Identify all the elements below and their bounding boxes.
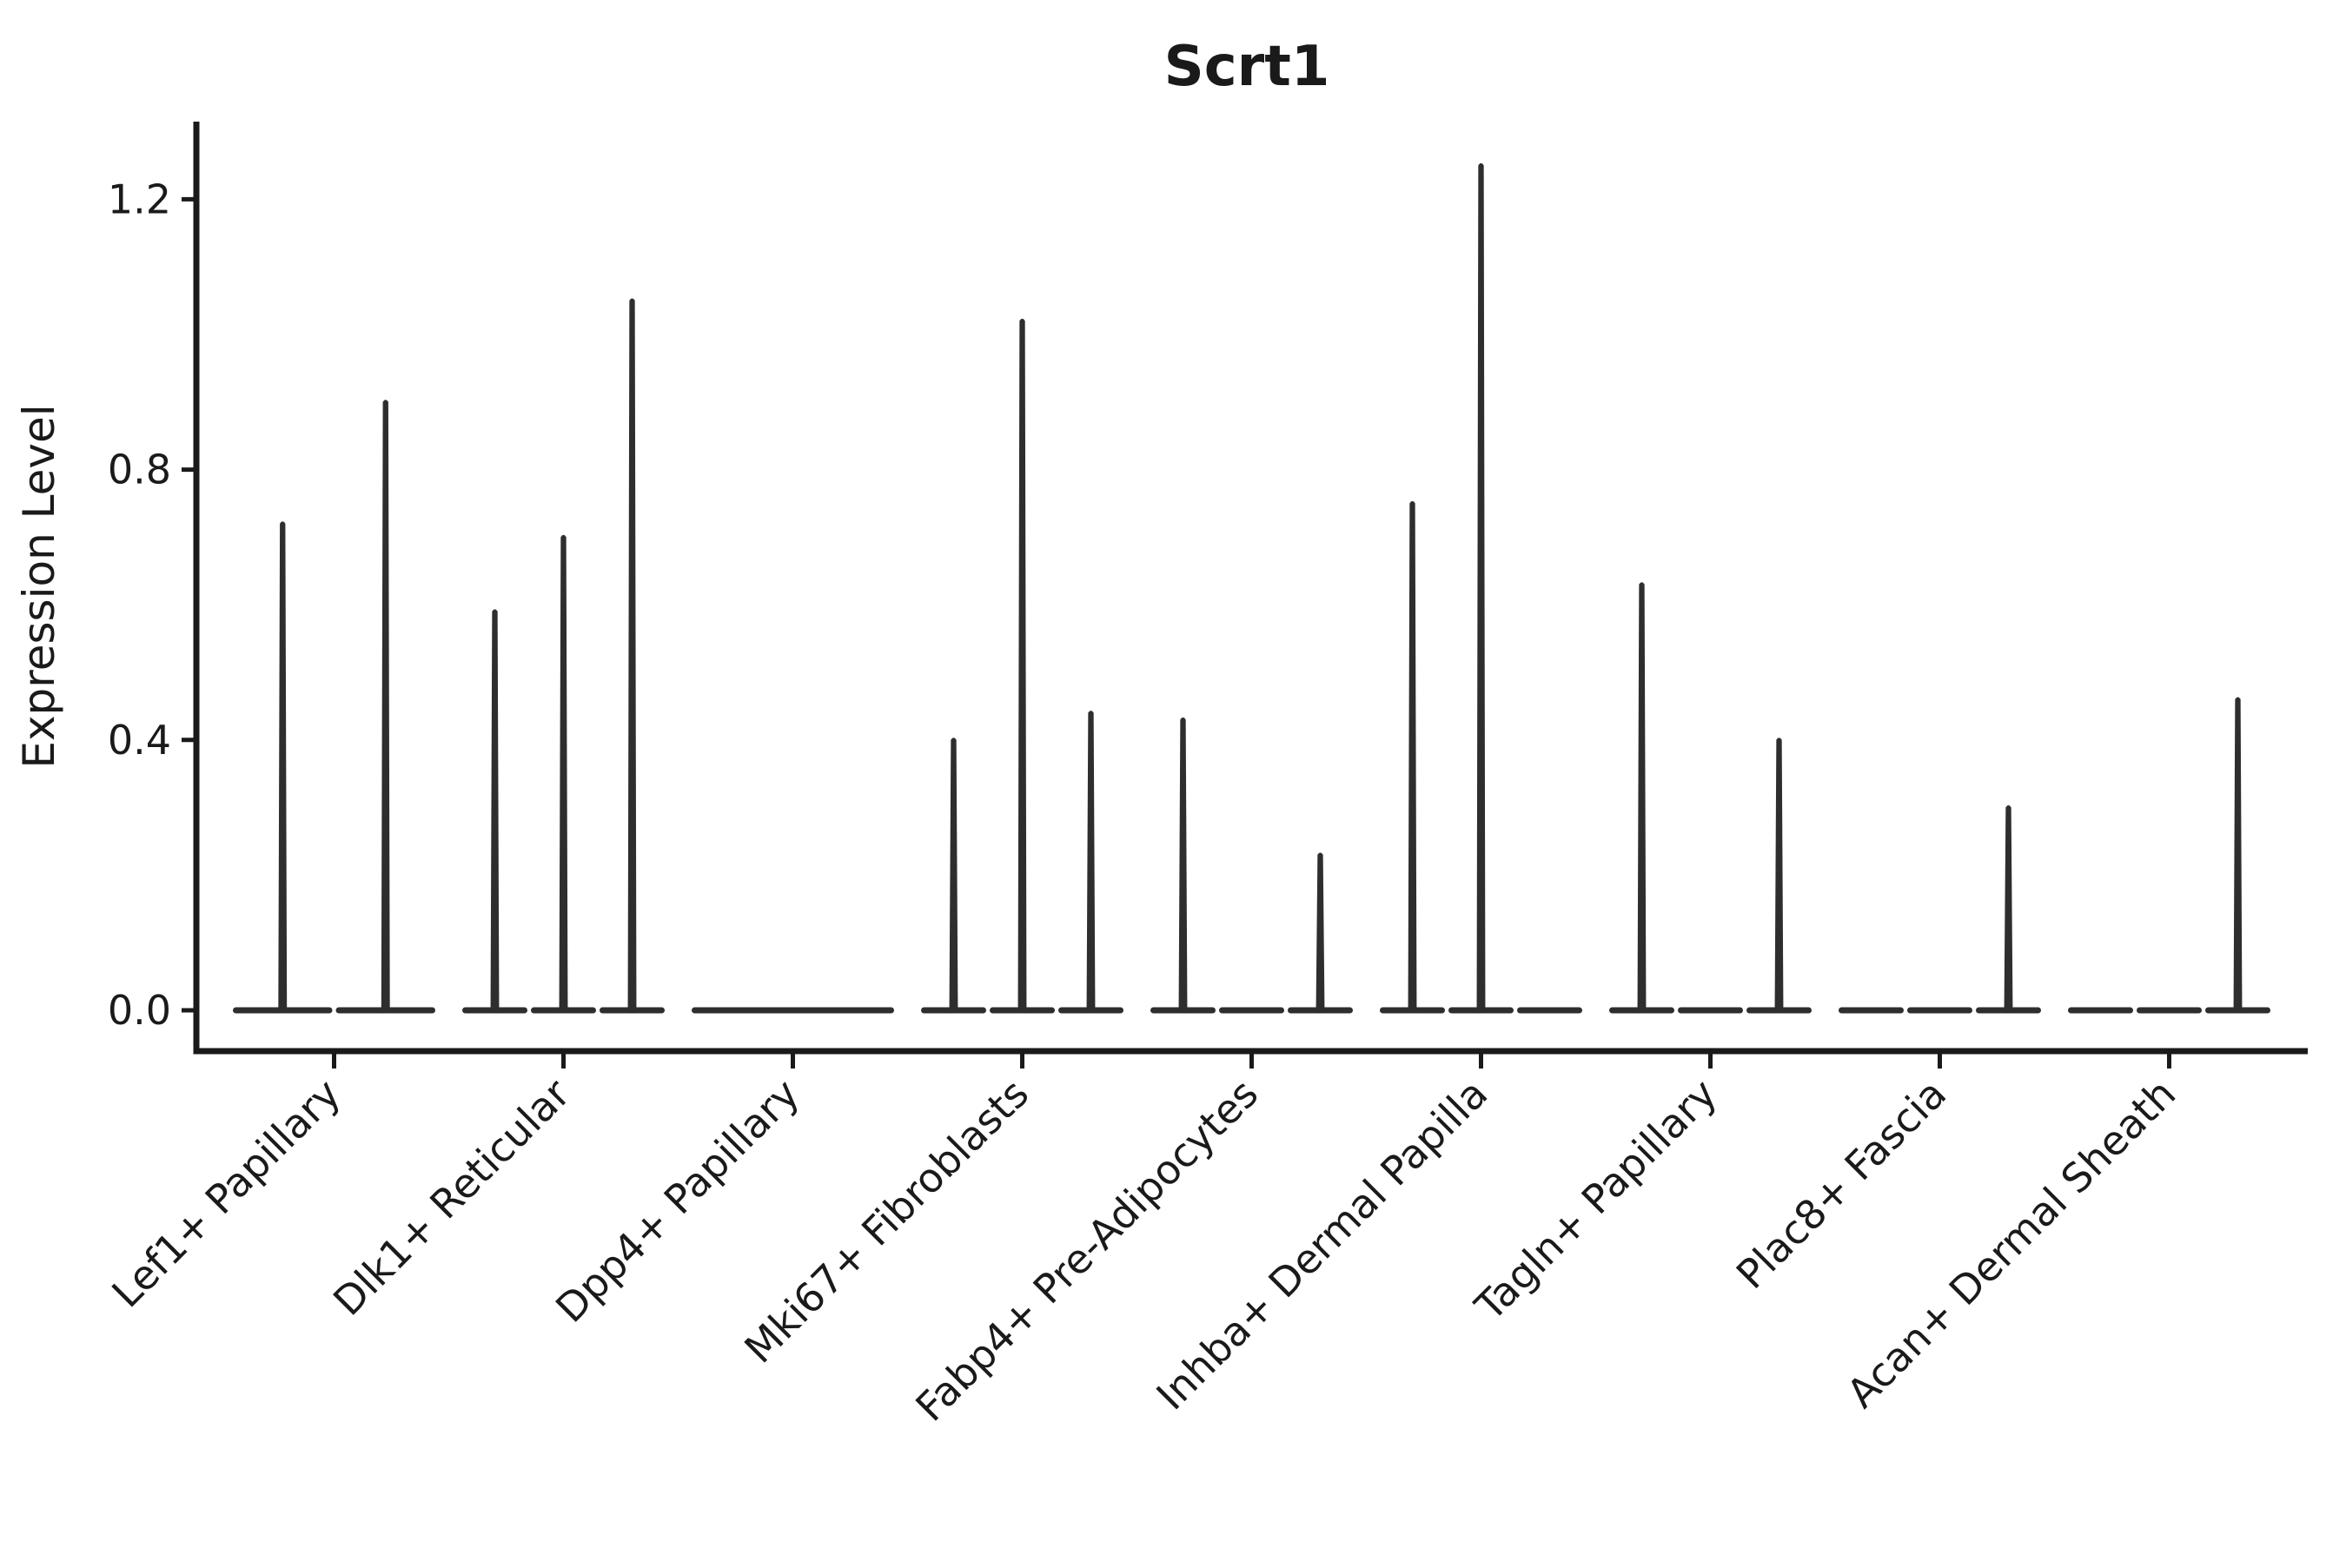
violin-spike [1476, 164, 1486, 1011]
y-tick-label: 0.0 [108, 987, 171, 1034]
violin-spike [1017, 320, 1027, 1011]
violin-spike [1408, 502, 1417, 1011]
violin-spike-cap [2235, 697, 2241, 702]
violin-spike-cap [629, 298, 635, 303]
violin-spike [627, 300, 637, 1011]
violins-layer [233, 162, 2270, 1014]
violin-spike-cap [383, 400, 388, 405]
y-axis-label: Expression Level [14, 404, 64, 768]
violin-spike [1637, 584, 1647, 1011]
violin-spike-cap [492, 609, 498, 614]
y-tick-label: 0.8 [108, 447, 171, 493]
violin-spike [2004, 806, 2013, 1011]
violin-spike-cap [1317, 852, 1323, 857]
violin-spike-cap [1019, 318, 1025, 324]
violin-spike-cap [951, 738, 957, 743]
violin-baseline [692, 1007, 894, 1014]
violin-spike [1178, 718, 1188, 1011]
category-violins [462, 298, 665, 1014]
violin-baseline [1839, 1007, 1904, 1014]
x-tick-label: Plac8+ Fascia [1727, 1070, 1955, 1298]
violin-spike-cap [1776, 738, 1782, 743]
violin-baseline [1219, 1007, 1284, 1014]
violin-baseline [1907, 1007, 1972, 1014]
category-violins [1150, 717, 1353, 1014]
x-tick-label: Lef1+ Papillary [103, 1070, 349, 1317]
violin-spike-cap [280, 521, 285, 526]
violin-spike-cap [1088, 711, 1094, 716]
violin-spike-cap [1478, 162, 1484, 169]
y-tick-label: 1.2 [108, 175, 171, 222]
category-violins [233, 400, 435, 1014]
violin-spike-cap [560, 534, 567, 540]
x-tick-label: Dlk1+ Reticular [324, 1070, 579, 1325]
x-tick-label: Tagln+ Papillary [1466, 1070, 1726, 1331]
violin-baseline [2068, 1007, 2133, 1014]
category-violins [1380, 162, 1582, 1014]
violin-spike [559, 536, 568, 1011]
violin-baseline [1517, 1007, 1582, 1014]
violin-spike [1774, 739, 1784, 1011]
violin-baseline [1678, 1007, 1743, 1014]
category-violins [921, 318, 1123, 1014]
category-violins [692, 1007, 894, 1014]
violin-spike [278, 523, 288, 1011]
violin-spike [949, 739, 958, 1011]
violin-spike-cap [2005, 805, 2011, 810]
category-violins [2068, 697, 2270, 1014]
category-violins [1609, 582, 1812, 1014]
plot-title: Scrt1 [1164, 35, 1330, 99]
violin-spike [490, 611, 500, 1011]
violin-spike-cap [1180, 717, 1186, 723]
violin-spike [2233, 698, 2243, 1011]
violin-spike-cap [1409, 500, 1415, 506]
violin-spike-cap [1639, 582, 1645, 587]
violin-spike [1086, 711, 1096, 1011]
category-violins [1839, 805, 2041, 1014]
x-tick-label: Dpp4+ Papillary [547, 1070, 808, 1332]
violin-baseline [2137, 1007, 2202, 1014]
violin-spike [381, 401, 390, 1011]
y-tick-label: 0.4 [108, 717, 171, 764]
violin-spike [1315, 854, 1325, 1011]
